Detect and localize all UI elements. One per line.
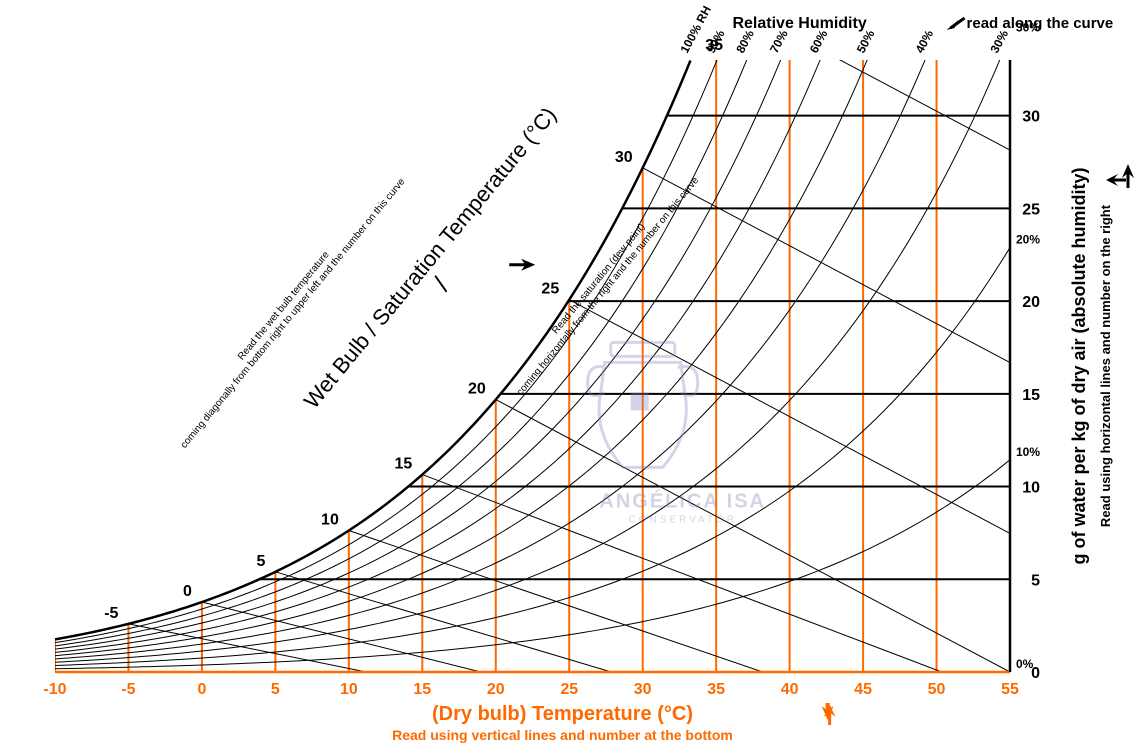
x-axis-sublabel: Read using vertical lines and number at … (392, 727, 733, 743)
wetbulb-line-0 (202, 602, 481, 672)
rh-right-label: 10% (1016, 445, 1040, 459)
sat-tick-label: 30 (615, 149, 633, 166)
wetbulb-line-20 (496, 400, 1010, 672)
psychrometric-chart: ANGÉLICA ISA CONSERVATOR -10 -5 0 5 10 15 20 25 30… (0, 0, 1140, 751)
y-tick-label: 20 (1022, 294, 1040, 311)
x-tick-label: 15 (413, 681, 431, 698)
x-tick-label: 45 (854, 681, 872, 698)
x-tick-label: 0 (197, 681, 206, 698)
sat-tick-label: 0 (183, 583, 192, 600)
x-tick-label: 25 (560, 681, 578, 698)
watermark-text2: CONSERVATOR (628, 514, 736, 525)
x-tick-label: 40 (781, 681, 799, 698)
rh-right-label: 20% (1016, 233, 1040, 247)
sat-instr-wetbulb: Read the wet bulb temperature (236, 249, 332, 362)
rh-curve-50 (55, 34, 878, 655)
x-tick-label: 5 (271, 681, 280, 698)
x-tick-label: 50 (928, 681, 946, 698)
y-tick-label: 5 (1031, 572, 1040, 589)
y-axis-label: g of water per kg of dry air (absolute h… (1069, 167, 1089, 564)
x-tick-label: -10 (43, 681, 66, 698)
x-tick-label: 30 (634, 681, 652, 698)
y-tick-label: 30 (1022, 109, 1040, 126)
watermark-square (631, 392, 649, 410)
watermark-text1: ANGÉLICA ISA (599, 489, 766, 512)
sat-slash: / (427, 271, 455, 296)
x-tick-label: 10 (340, 681, 358, 698)
x-axis-label: (Dry bulb) Temperature (°C) (432, 703, 693, 725)
sat-tick-label: 25 (541, 281, 559, 298)
rh-top-label: 90% (704, 27, 728, 55)
sat-tick-label: 5 (256, 553, 265, 570)
sat-tick-label: 10 (321, 511, 339, 528)
wetbulb-line-30 (643, 168, 1010, 363)
y-axis-sublabel: Read using horizontal lines and number o… (1098, 204, 1113, 527)
rh-top-label: 40% (913, 27, 937, 55)
rh-curve-90 (55, 25, 731, 642)
x-tick-label: -5 (121, 681, 135, 698)
wetbulb-line-5 (275, 572, 611, 672)
sat-instr-dewpoint: Read the saturation (dew point) (550, 222, 647, 337)
sat-tick-label: 15 (395, 456, 413, 473)
x-tick-label: 35 (707, 681, 725, 698)
wetbulb-line-10 (349, 530, 763, 672)
y-tick-label: 15 (1022, 387, 1040, 404)
rh-curve-80 (55, 26, 760, 645)
rh-header-hint: read along the curve (967, 15, 1114, 32)
saturation-curve (55, 61, 690, 640)
y-tick-label: 25 (1022, 201, 1040, 218)
y-tick-label: 10 (1022, 480, 1040, 497)
sat-tick-label: -5 (104, 605, 118, 622)
rh-header-label: Relative Humidity (732, 15, 866, 32)
sat-tick-label: 20 (468, 381, 486, 398)
x-tick-label: 55 (1001, 681, 1019, 698)
rh-right-label: 0% (1016, 657, 1034, 671)
x-tick-label: 20 (487, 681, 505, 698)
wetbulb-line--5 (128, 624, 366, 672)
